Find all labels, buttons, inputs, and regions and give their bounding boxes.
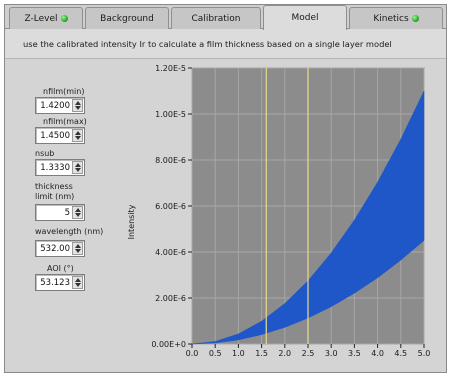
thickness-limit-label-2: limit (nm)	[35, 192, 75, 201]
tab-model[interactable]: Model	[263, 5, 347, 30]
tab-label: Model	[291, 13, 319, 23]
tab-z-level[interactable]: Z-Level	[9, 7, 83, 29]
nfilm-min-value: 1.4200	[40, 101, 70, 111]
y-axis-label: Intensity	[127, 204, 136, 239]
spinner-icon[interactable]	[72, 276, 83, 289]
x-tick-label: 2.0	[278, 349, 291, 358]
status-led-icon	[411, 15, 419, 22]
spinner-icon[interactable]	[72, 242, 83, 255]
aoi-label: AOI (°)	[47, 264, 74, 273]
tab-calibration[interactable]: Calibration	[171, 7, 261, 29]
chart-svg: 0.00E+0 2.00E-6 4.00E-6 6.00E-6 8.00E-6 1.00E…	[127, 64, 431, 358]
spinner-icon[interactable]	[72, 161, 83, 174]
tab-label: Kinetics	[373, 13, 409, 24]
nsub-label: nsub	[35, 149, 55, 158]
nfilm-min-input[interactable]: 1.4200	[35, 97, 85, 114]
x-tick-label: 3.5	[348, 349, 361, 358]
nfilm-max-input[interactable]: 1.4500	[35, 127, 85, 144]
x-tick-label: 3.0	[325, 349, 338, 358]
x-tick-label: 0.5	[209, 349, 222, 358]
spinner-icon[interactable]	[72, 99, 83, 112]
y-tick-label: 6.00E-6	[155, 202, 186, 211]
status-led-icon	[60, 15, 68, 22]
x-tick-label: 5.0	[418, 349, 431, 358]
x-tick-label: 0.0	[186, 349, 199, 358]
nsub-value: 1.3330	[40, 163, 70, 173]
tab-label: Z-Level	[24, 13, 58, 24]
y-tick-label: 0.00E+0	[151, 340, 186, 349]
x-tick-label: 1.0	[232, 349, 245, 358]
x-tick-label: 2.5	[302, 349, 315, 358]
nfilm-max-value: 1.4500	[40, 131, 70, 141]
wavelength-value: 532.00	[40, 244, 70, 254]
x-tick-label: 4.0	[371, 349, 384, 358]
nfilm-min-label: nfilm(min)	[43, 87, 85, 96]
wavelength-label: wavelength (nm)	[35, 227, 104, 236]
tab-background[interactable]: Background	[85, 7, 169, 29]
thickness-limit-input[interactable]: 5	[35, 204, 85, 221]
aoi-value: 53.123	[40, 278, 70, 288]
spinner-icon[interactable]	[72, 129, 83, 142]
y-tick-label: 1.00E-5	[155, 110, 186, 119]
y-tick-label: 1.20E-5	[155, 64, 186, 73]
nsub-input[interactable]: 1.3330	[35, 159, 85, 176]
y-tick-label: 8.00E-6	[155, 156, 186, 165]
y-tick-label: 2.00E-6	[155, 294, 186, 303]
tab-label: Background	[100, 13, 154, 24]
wavelength-input[interactable]: 532.00	[35, 240, 85, 257]
thickness-limit-label-1: thickness	[35, 182, 73, 191]
intensity-chart[interactable]: 0.00E+0 2.00E-6 4.00E-6 6.00E-6 8.00E-6 1.00E…	[120, 62, 436, 358]
tab-kinetics[interactable]: Kinetics	[349, 7, 443, 29]
aoi-input[interactable]: 53.123	[35, 274, 85, 291]
intensity-band	[191, 90, 425, 345]
x-tick-label: 1.5	[255, 349, 268, 358]
thickness-limit-value: 5	[64, 208, 70, 218]
x-tick-label: 4.5	[394, 349, 407, 358]
tab-label: Calibration	[191, 13, 241, 24]
nfilm-max-label: nfilm(max)	[43, 117, 87, 126]
y-tick-label: 4.00E-6	[155, 248, 186, 257]
tab-bar: Z-Level Background Calibration Model Kin…	[5, 5, 446, 30]
description-text: use the calibrated intensity Ir to calcu…	[5, 29, 446, 59]
spinner-icon[interactable]	[72, 206, 83, 219]
